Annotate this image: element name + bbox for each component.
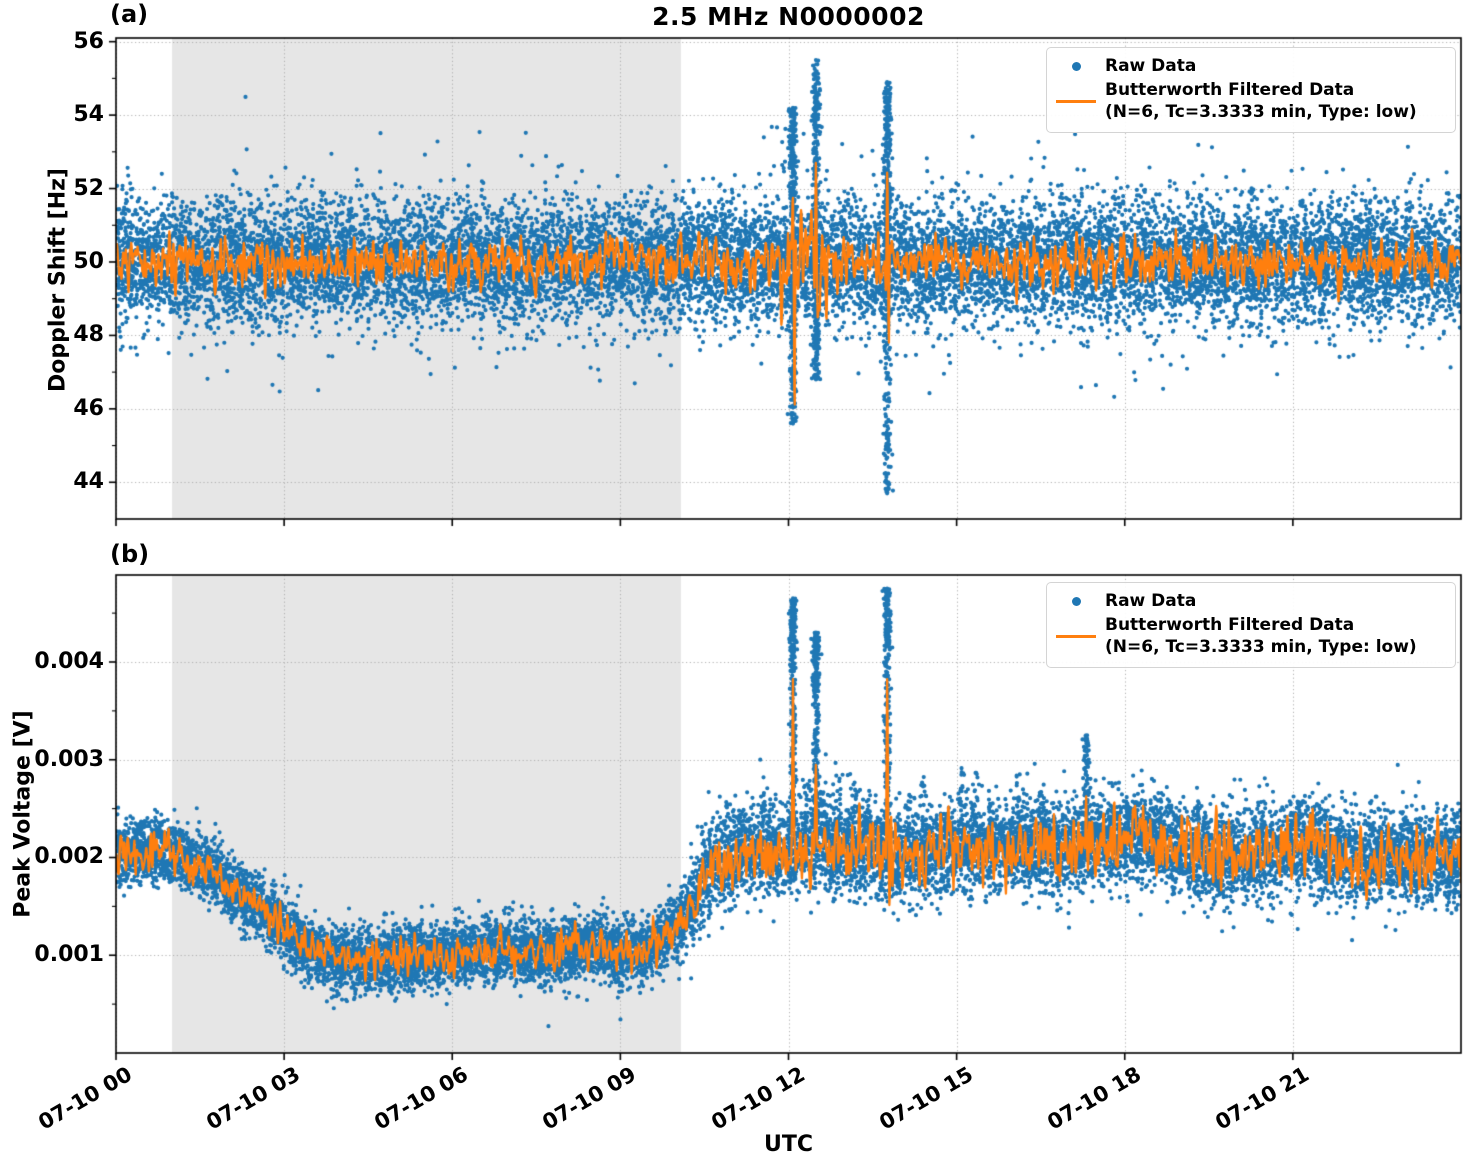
y-tick-label-b: 0.003 — [34, 746, 104, 772]
y-tick-label-a: 46 — [73, 395, 104, 421]
filtered-line-swatch — [1047, 99, 1105, 103]
raw-dot-icon — [1071, 61, 1081, 71]
panel-a-label: (a) — [110, 0, 149, 28]
filtered-line-swatch — [1047, 634, 1105, 638]
y-tick-label-b: 0.001 — [34, 942, 104, 968]
legend-filtered-label: Butterworth Filtered Data (N=6, Tc=3.333… — [1105, 79, 1417, 123]
raw-marker-swatch — [1047, 61, 1105, 71]
y-axis-label-voltage: Peak Voltage [V] — [10, 710, 36, 918]
y-tick-label-a: 50 — [73, 248, 104, 274]
panel-b-label: (b) — [110, 540, 150, 568]
y-axis-label-doppler: Doppler Shift [Hz] — [45, 168, 71, 392]
legend-filtered-params: (N=6, Tc=3.3333 min, Type: low) — [1105, 637, 1417, 657]
y-tick-label-a: 48 — [73, 322, 104, 348]
y-tick-label-a: 56 — [73, 28, 104, 54]
filtered-line-icon — [1056, 634, 1096, 638]
y-tick-label-a: 52 — [73, 175, 104, 201]
chart-title: 2.5 MHz N0000002 — [652, 2, 925, 31]
x-axis-label: UTC — [763, 1132, 814, 1157]
legend-filtered-title: Butterworth Filtered Data — [1105, 80, 1355, 100]
filtered-line-icon — [1056, 99, 1096, 103]
legend-raw-label: Raw Data — [1105, 591, 1197, 611]
raw-marker-swatch — [1047, 596, 1105, 606]
raw-dot-icon — [1071, 596, 1081, 606]
y-tick-label-b: 0.004 — [34, 648, 104, 674]
y-tick-label-b: 0.002 — [34, 844, 104, 870]
legend-panel-b: Raw Data Butterworth Filtered Data (N=6,… — [1046, 582, 1456, 668]
legend-panel-a: Raw Data Butterworth Filtered Data (N=6,… — [1046, 47, 1456, 133]
y-tick-label-a: 54 — [73, 102, 104, 128]
legend-filtered-params: (N=6, Tc=3.3333 min, Type: low) — [1105, 102, 1417, 122]
legend-filtered-label: Butterworth Filtered Data (N=6, Tc=3.333… — [1105, 614, 1417, 658]
legend-entry-filtered: Butterworth Filtered Data (N=6, Tc=3.333… — [1047, 614, 1449, 658]
legend-entry-raw: Raw Data — [1047, 590, 1449, 612]
legend-filtered-title: Butterworth Filtered Data — [1105, 615, 1355, 635]
y-tick-label-a: 44 — [73, 469, 104, 495]
legend-raw-label: Raw Data — [1105, 56, 1197, 76]
legend-entry-filtered: Butterworth Filtered Data (N=6, Tc=3.333… — [1047, 79, 1449, 123]
legend-entry-raw: Raw Data — [1047, 55, 1449, 77]
